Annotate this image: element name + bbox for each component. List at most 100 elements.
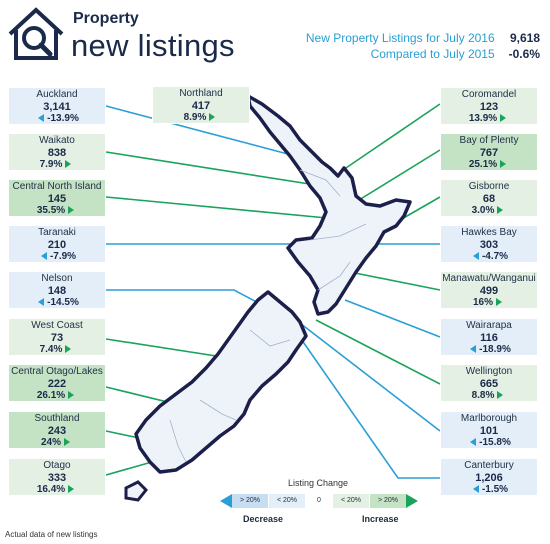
region-change: 7.9% [39,159,63,170]
region-name: Central Otago/Lakes [11,366,103,377]
region-box-taranaki: Taranaki 210 -7.9% [8,225,106,263]
region-change: -18.9% [479,344,511,355]
region-count: 243 [47,425,67,437]
region-count: 123 [479,101,499,113]
legend-item-zero: 0 [317,497,321,504]
line-nelson [106,289,269,309]
increase-arrow-icon [500,114,507,123]
region-name: Wellington [465,366,513,377]
line-coromandel [339,103,441,173]
increase-arrow-icon [500,160,507,169]
region-box-hawkes-bay: Hawkes Bay 303 -4.7% [440,225,538,263]
region-change: 25.1% [468,159,498,170]
region-borders [169,169,367,463]
region-change: 16% [472,297,493,308]
summary-label-compare: Compared to July 2015 [370,47,495,61]
decrease-arrow-icon [38,298,45,307]
region-count: 222 [47,378,67,390]
line-canterbury [291,325,440,479]
decrease-arrow-icon [470,438,477,447]
region-box-central-otago-lakes: Central Otago/Lakes 222 26.1% [8,364,106,402]
region-count: 665 [479,378,499,390]
region-change: -14.5% [47,297,79,308]
region-change: -13.9% [47,113,79,124]
legend-increase-label: Increase [362,514,399,524]
summary-value-compare: -0.6% [508,47,540,61]
region-change: 16.4% [36,484,66,495]
region-box-marlborough: Marlborough 101 -15.8% [440,411,538,449]
region-count: 333 [47,472,67,484]
region-box-manawatu-wanganui: Manawatu/Wanganui 499 16% [440,271,538,309]
line-central-north-island [105,196,349,221]
region-name: Otago [43,460,71,471]
line-wellington [315,319,441,385]
region-change: 35.5% [36,205,66,216]
decrease-arrow-icon [470,345,477,354]
region-name: Manawatu/Wanganui [442,273,536,284]
increase-arrow-icon [209,113,216,122]
increase-arrow-icon [497,206,504,215]
decrease-arrow-icon [40,252,47,261]
region-box-nelson: Nelson 148 -14.5% [8,271,106,309]
region-change: -1.5% [481,484,509,495]
region-name: Nelson [41,273,73,284]
title-property: Property [73,10,139,27]
region-count: 767 [479,147,499,159]
region-box-gisborne: Gisborne 68 3.0% [440,179,538,217]
footnote: Actual data of new listings [5,530,98,539]
region-count: 838 [47,147,67,159]
legend-item-decrease-low: < 20% [269,494,305,508]
summary: New Property Listings for July 2016 9,61… [306,30,540,62]
region-name: Central North Island [12,181,102,192]
region-count: 101 [479,425,499,437]
legend-item-increase-high: > 20% [370,494,406,508]
region-box-wairarapa: Wairarapa 116 -18.9% [440,318,538,356]
region-change: 26.1% [36,390,66,401]
increase-arrow-icon [496,298,502,307]
line-auckland [105,105,319,163]
region-box-southland: Southland 243 24% [8,411,106,449]
region-name: Gisborne [468,181,510,192]
title-new-listings: new listings [71,28,235,63]
region-change: -15.8% [479,437,511,448]
region-name: Bay of Plenty [459,135,519,146]
increase-arrow-icon [65,160,72,169]
region-count: 68 [482,193,496,205]
region-count: 73 [50,332,64,344]
region-box-wellington: Wellington 665 8.8% [440,364,538,402]
legend-title: Listing Change [288,478,349,488]
stewart-island-shape [124,480,149,502]
decrease-arrow-icon [38,114,45,123]
region-name: Northland [179,88,223,99]
decrease-arrow-icon [472,485,479,494]
south-island-shape [134,290,308,474]
summary-value-total: 9,618 [509,31,540,45]
region-change: 7.4% [39,344,63,355]
region-count: 116 [480,332,498,344]
region-change: 24% [40,437,61,448]
region-name: Auckland [36,89,78,100]
increase-arrow-icon [65,345,72,354]
region-name: Southland [34,413,80,424]
region-box-bay-of-plenty: Bay of Plenty 767 25.1% [440,133,538,171]
region-box-central-north-island: Central North Island 145 35.5% [8,179,106,217]
north-island-shape [246,94,412,316]
region-count: 3,141 [43,101,71,113]
region-count: 303 [479,239,499,251]
region-count: 145 [47,193,67,205]
line-marlborough [295,319,441,432]
region-count: 499 [479,285,499,297]
region-name: Marlborough [460,413,518,424]
increase-arrow-icon [68,485,75,494]
region-box-waikato: Waikato 838 7.9% [8,133,106,171]
region-count: 210 [47,239,67,251]
region-name: Coromandel [461,89,517,100]
line-gisborne [399,196,441,221]
region-box-canterbury: Canterbury 1,206 -1.5% [440,458,538,496]
line-wairarapa [344,299,441,338]
region-change: -7.9% [49,251,77,262]
legend-item-increase-low: < 20% [333,494,369,508]
region-change: 8.8% [471,390,495,401]
